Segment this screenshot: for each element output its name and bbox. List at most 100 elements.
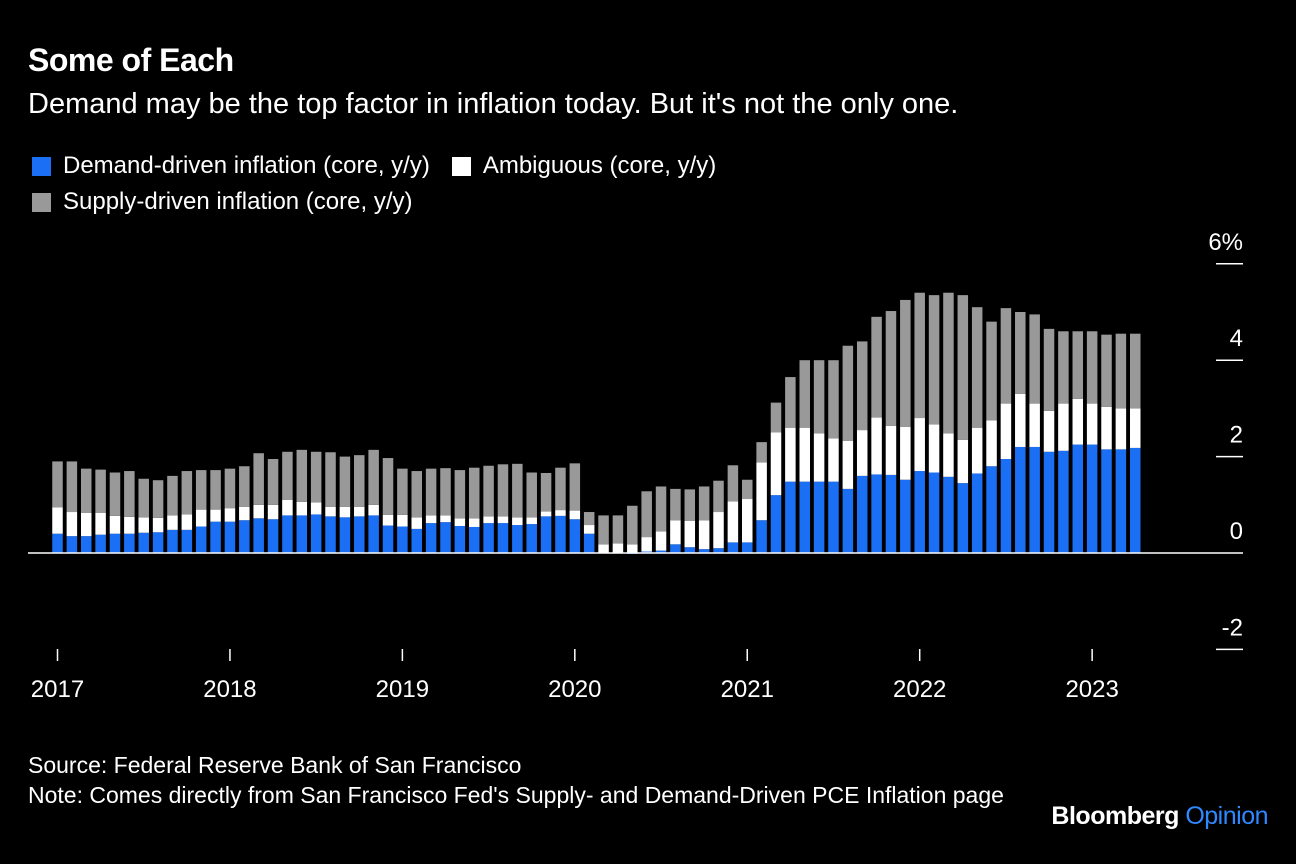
source-note: Source: Federal Reserve Bank of San Fran… [28, 752, 522, 778]
bar-ambiguous-60 [914, 418, 925, 472]
bar-demand-63 [957, 483, 969, 553]
bar-ambiguous-58 [885, 425, 897, 475]
bar-ambiguous-9 [181, 514, 193, 530]
bar-demand-0 [52, 533, 63, 553]
bar-supply-51 [785, 377, 796, 428]
brand-name: Bloomberg [1051, 802, 1179, 830]
bar-demand-45 [698, 549, 710, 553]
bar-ambiguous-7 [152, 517, 164, 533]
bar-demand-1 [66, 536, 78, 553]
x-tick-label-4: 2021 [721, 676, 774, 703]
bar-demand-5 [124, 533, 135, 553]
bar-ambiguous-71 [1072, 398, 1084, 445]
bar-ambiguous-29 [468, 518, 480, 527]
legend-item-ambiguous: Ambiguous (core, y/y) [451, 152, 717, 180]
bar-ambiguous-31 [497, 516, 509, 524]
bar-supply-73 [1101, 334, 1112, 407]
bar-supply-68 [1029, 314, 1040, 404]
bar-supply-61 [928, 295, 940, 425]
bar-supply-57 [871, 316, 882, 418]
bar-supply-17 [296, 449, 308, 502]
bar-demand-27 [440, 522, 451, 553]
bar-ambiguous-25 [411, 517, 422, 529]
bar-demand-72 [1086, 444, 1098, 553]
bar-demand-34 [540, 516, 552, 553]
bar-demand-71 [1072, 444, 1084, 553]
bar-supply-70 [1058, 331, 1069, 404]
bar-demand-7 [152, 532, 164, 553]
bar-supply-65 [986, 321, 997, 421]
bar-demand-58 [885, 474, 897, 553]
bar-demand-31 [497, 523, 509, 553]
bar-demand-56 [856, 475, 868, 553]
bar-supply-14 [253, 453, 264, 505]
bar-demand-65 [986, 466, 997, 553]
bar-demand-26 [425, 523, 437, 553]
bar-supply-38 [598, 515, 609, 545]
bar-supply-48 [742, 479, 753, 500]
bar-supply-71 [1072, 331, 1084, 399]
bar-supply-50 [770, 402, 782, 433]
bar-ambiguous-37 [583, 525, 595, 534]
bar-demand-46 [713, 548, 724, 553]
bar-demand-4 [109, 533, 121, 553]
bar-ambiguous-19 [325, 506, 336, 517]
bar-ambiguous-6 [138, 517, 149, 533]
x-tick-label-5: 2022 [893, 676, 946, 703]
bar-supply-19 [325, 452, 336, 507]
bar-ambiguous-3 [95, 512, 106, 535]
bar-demand-3 [95, 534, 106, 553]
bar-demand-15 [267, 519, 279, 553]
bar-supply-37 [583, 512, 595, 526]
bar-demand-36 [569, 519, 581, 553]
bar-supply-7 [152, 480, 164, 518]
bar-demand-66 [1000, 459, 1012, 553]
bar-ambiguous-23 [382, 514, 394, 526]
bar-supply-5 [124, 471, 135, 517]
bar-ambiguous-72 [1086, 403, 1098, 445]
bar-ambiguous-36 [569, 510, 581, 520]
x-tick-label-0: 2017 [31, 676, 84, 703]
legend-item-supply: Supply-driven inflation (core, y/y) [32, 188, 412, 216]
x-tick-label-1: 2018 [203, 676, 256, 703]
bar-supply-56 [856, 341, 868, 431]
legend-label-demand: Demand-driven inflation (core, y/y) [63, 152, 430, 179]
bar-supply-16 [282, 451, 293, 500]
bar-demand-64 [971, 473, 983, 553]
bar-demand-69 [1043, 451, 1055, 553]
bar-ambiguous-14 [253, 504, 264, 519]
bar-supply-74 [1115, 333, 1127, 409]
bar-demand-60 [914, 471, 925, 553]
legend-label-ambiguous: Ambiguous (core, y/y) [482, 152, 717, 179]
bar-supply-25 [411, 471, 422, 518]
bar-ambiguous-44 [684, 520, 696, 548]
bar-supply-75 [1130, 333, 1141, 409]
bar-ambiguous-15 [267, 504, 279, 520]
bar-ambiguous-45 [698, 520, 710, 550]
bar-demand-42 [655, 550, 667, 553]
bar-supply-9 [181, 471, 193, 515]
bar-supply-67 [1015, 312, 1026, 394]
bar-supply-62 [943, 292, 954, 434]
bar-supply-64 [971, 307, 983, 428]
bar-demand-68 [1029, 446, 1040, 553]
bar-demand-21 [354, 516, 365, 553]
bar-supply-66 [1000, 308, 1012, 404]
bar-demand-50 [770, 495, 782, 553]
bar-supply-23 [382, 458, 394, 515]
bar-supply-4 [109, 472, 121, 516]
bar-supply-31 [497, 464, 509, 517]
bar-demand-28 [454, 526, 466, 553]
bar-demand-37 [583, 533, 595, 553]
bar-demand-18 [310, 514, 322, 553]
brand-logo: Bloomberg Opinion [1051, 802, 1268, 831]
bar-demand-74 [1115, 449, 1127, 553]
bar-ambiguous-39 [612, 543, 624, 553]
bar-supply-8 [167, 475, 178, 516]
bar-demand-11 [210, 521, 221, 553]
bar-demand-52 [799, 481, 810, 553]
bar-ambiguous-5 [124, 516, 135, 534]
bar-ambiguous-22 [368, 504, 379, 516]
bar-demand-48 [742, 542, 753, 553]
bar-supply-42 [655, 486, 667, 532]
